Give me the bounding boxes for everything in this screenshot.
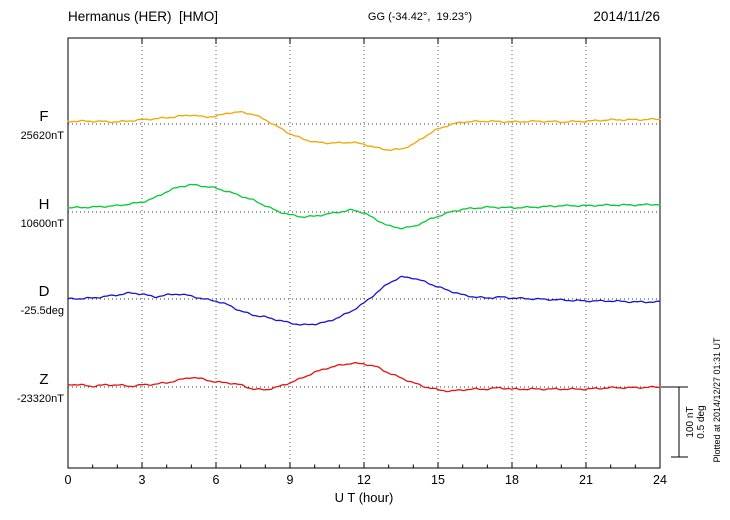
component-label-Z: Z [39,371,48,388]
baseline-value-Z: -23320nT [17,393,64,405]
component-label-F: F [39,108,48,125]
x-tick-label: 21 [579,473,593,487]
scale-label-nT: 100 nT [685,406,696,437]
component-label-H: H [39,196,50,213]
baseline-value-D: -25.5deg [21,305,64,317]
trace-D [67,275,661,326]
x-tick-label: 3 [139,473,146,487]
station-title: Hermanus (HER) [HMO] [68,9,218,24]
x-tick-label: 9 [287,473,294,487]
grid-layer [68,38,660,468]
scale-label-deg: 0.5 deg [696,405,707,438]
x-tick-label: 6 [213,473,220,487]
geographic-coords: GG (-34.42°, 19.23°) [368,11,472,23]
component-label-D: D [39,283,50,300]
axis-layer: 0 3 6 9 12 15 18 21 24 [65,38,667,487]
trace-F [67,110,661,151]
x-axis-label: U T (hour) [335,490,394,505]
plotted-at-stamp: Plotted at 2014/12/27 01:31 UT [712,337,722,463]
x-tick-label: 15 [431,473,445,487]
plot-date: 2014/11/26 [593,9,660,24]
x-tick-label: 18 [505,473,519,487]
baseline-value-H: 10600nT [21,218,65,230]
scale-bar [661,386,688,458]
trace-H [67,183,661,230]
x-tick-label: 0 [65,473,72,487]
trace-layer [67,110,661,393]
trace-Z [67,362,661,393]
baseline-value-F: 25620nT [21,130,65,142]
x-tick-label: 12 [357,473,371,487]
x-tick-label: 24 [653,473,667,487]
